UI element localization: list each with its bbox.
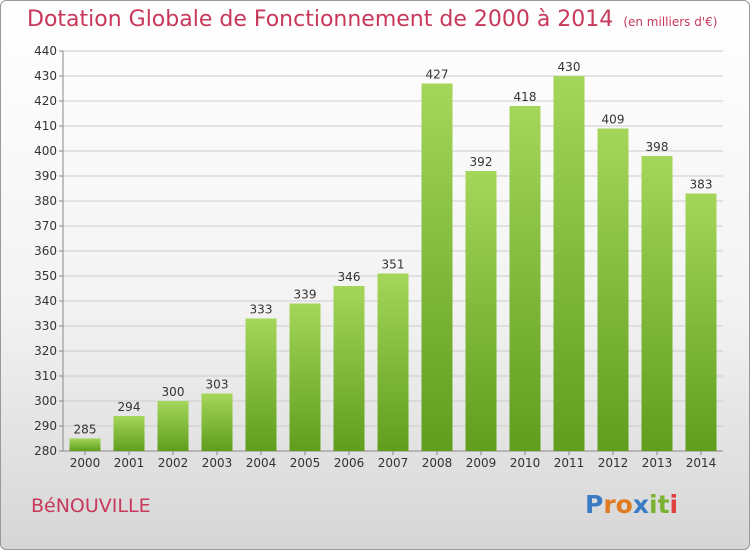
- y-tick-label: 310: [34, 369, 57, 383]
- y-tick-label: 390: [34, 169, 57, 183]
- y-tick-label: 420: [34, 94, 57, 108]
- value-label-2007: 351: [382, 258, 405, 272]
- value-label-2004: 333: [250, 303, 273, 317]
- value-label-2000: 285: [74, 423, 97, 437]
- bar-2001: [113, 416, 145, 451]
- x-tick-label-2001: 2001: [114, 456, 145, 470]
- bar-2006: [333, 286, 365, 451]
- x-tick-label-2008: 2008: [422, 456, 453, 470]
- bar-2002: [157, 401, 189, 451]
- y-tick-label: 350: [34, 269, 57, 283]
- x-tick-label-2007: 2007: [378, 456, 409, 470]
- x-tick-label-2000: 2000: [70, 456, 101, 470]
- bar-2005: [289, 303, 321, 451]
- logo-letter: i: [649, 490, 658, 519]
- bar-2010: [509, 106, 541, 451]
- y-tick-label: 300: [34, 394, 57, 408]
- y-tick-label: 400: [34, 144, 57, 158]
- bar-2008: [421, 83, 453, 451]
- x-tick-label-2011: 2011: [554, 456, 585, 470]
- value-label-2012: 409: [602, 113, 625, 127]
- bar-2004: [245, 318, 277, 451]
- value-label-2002: 300: [162, 385, 185, 399]
- x-tick-label-2013: 2013: [642, 456, 673, 470]
- bar-2003: [201, 393, 233, 451]
- value-label-2010: 418: [514, 90, 537, 104]
- x-tick-label-2009: 2009: [466, 456, 497, 470]
- y-tick-label: 330: [34, 319, 57, 333]
- logo-letter: x: [632, 490, 649, 519]
- bar-2013: [641, 156, 673, 451]
- proxiti-logo: Proxiti: [585, 490, 678, 519]
- logo-letter: r: [603, 490, 616, 519]
- chart-title-text: Dotation Globale de Fonctionnement de 20…: [27, 7, 614, 32]
- y-tick-label: 340: [34, 294, 57, 308]
- bar-2009: [465, 171, 497, 451]
- commune-name: BéNOUVILLE: [31, 495, 151, 517]
- x-tick-label-2002: 2002: [158, 456, 189, 470]
- chart-title: Dotation Globale de Fonctionnement de 20…: [27, 7, 717, 32]
- logo-letter: P: [585, 490, 604, 519]
- x-tick-label-2006: 2006: [334, 456, 365, 470]
- bar-2007: [377, 273, 409, 451]
- logo-letter: t: [657, 490, 670, 519]
- y-tick-label: 320: [34, 344, 57, 358]
- y-tick-label: 290: [34, 419, 57, 433]
- value-label-2006: 346: [338, 270, 361, 284]
- value-label-2014: 383: [690, 178, 713, 192]
- value-label-2003: 303: [206, 378, 229, 392]
- y-tick-label: 360: [34, 244, 57, 258]
- logo-letter: o: [615, 490, 633, 519]
- logo-letter: i: [669, 490, 679, 519]
- chart-unit: (en milliers d'€): [623, 15, 718, 29]
- y-tick-label: 410: [34, 119, 57, 133]
- x-tick-label-2005: 2005: [290, 456, 321, 470]
- value-label-2005: 339: [294, 288, 317, 302]
- y-tick-label: 440: [34, 44, 57, 58]
- value-label-2008: 427: [426, 68, 449, 82]
- y-tick-label: 430: [34, 69, 57, 83]
- y-tick-label: 280: [34, 444, 57, 458]
- x-tick-label-2014: 2014: [686, 456, 717, 470]
- y-tick-label: 370: [34, 219, 57, 233]
- bar-2011: [553, 76, 585, 451]
- y-tick-label: 380: [34, 194, 57, 208]
- x-tick-label-2003: 2003: [202, 456, 233, 470]
- value-label-2009: 392: [470, 155, 493, 169]
- bar-2000: [69, 438, 101, 451]
- bar-2012: [597, 128, 629, 451]
- bar-2014: [685, 193, 717, 451]
- value-label-2001: 294: [118, 400, 141, 414]
- value-label-2011: 430: [558, 60, 581, 74]
- value-label-2013: 398: [646, 140, 669, 154]
- x-tick-label-2004: 2004: [246, 456, 277, 470]
- x-tick-label-2012: 2012: [598, 456, 629, 470]
- x-tick-label-2010: 2010: [510, 456, 541, 470]
